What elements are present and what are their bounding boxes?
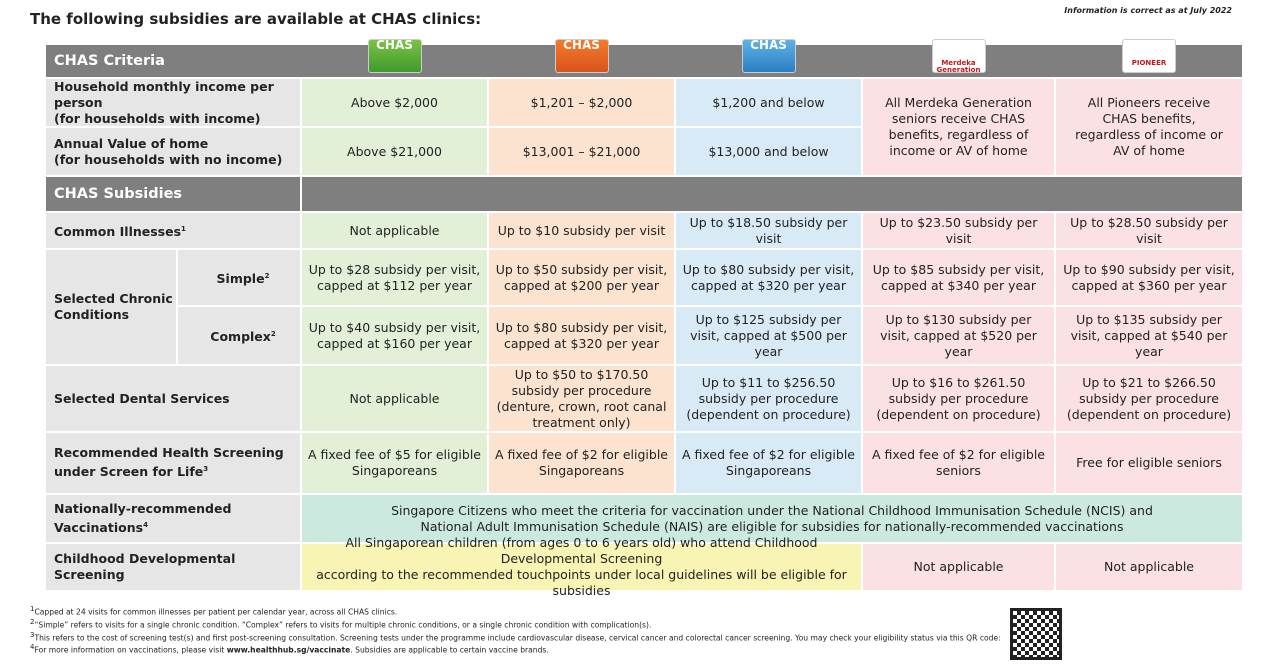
cell: A fixed fee of $2 for eligible seniors — [863, 433, 1054, 493]
footnote: 2“Simple” refers to visits for a single … — [30, 618, 651, 630]
logo: CHAS — [554, 39, 609, 73]
footnote: 3This refers to the cost of screening te… — [30, 631, 1001, 643]
note: Information is correct as at July 2022 — [1064, 6, 1232, 15]
cell: Up to $125 subsidy per visit, capped at … — [676, 307, 861, 364]
footnote-ref: 1 — [181, 224, 186, 233]
cell: Up to $21 to $266.50 subsidy per procedu… — [1056, 366, 1242, 431]
qr-code — [1010, 608, 1062, 660]
label-text: Simple2 — [216, 271, 270, 287]
row-label: Selected Dental Services — [46, 366, 300, 431]
merged-cell: Singapore Citizens who meet the criteria… — [302, 495, 1242, 542]
cell: Up to $28 subsidy per visit, capped at $… — [302, 250, 487, 305]
cell: Up to $11 to $256.50 subsidy per procedu… — [676, 366, 861, 431]
cell: Up to $18.50 subsidy per visit — [676, 213, 861, 248]
logo: CHAS — [367, 39, 422, 73]
label-text: Recommended Health Screening under Scree… — [54, 445, 284, 480]
cell: Up to $28.50 subsidy per visit — [1056, 213, 1242, 248]
label-text: Selected Dental Services — [54, 390, 230, 406]
cell: Not applicable — [302, 213, 487, 248]
cell: All Pioneers receive CHAS benefits, rega… — [1056, 79, 1242, 175]
row-label: Recommended Health Screening under Scree… — [46, 433, 300, 493]
label-text: Household monthly income per person — [54, 78, 274, 110]
cell: A fixed fee of $2 for eligible Singapore… — [489, 433, 674, 493]
footnote-ref: 2 — [264, 271, 270, 280]
cell: Not applicable — [302, 366, 487, 431]
label-sub: (for households with no income) — [54, 151, 283, 167]
cell: Up to $130 subsidy per visit, capped at … — [863, 307, 1054, 364]
text-line: according to the recommended touchpoints… — [316, 567, 847, 598]
cell: All Merdeka Generation seniors receive C… — [863, 79, 1054, 175]
row-label: Household monthly income per person (for … — [46, 79, 300, 126]
cell: Not applicable — [863, 544, 1054, 590]
cell: Above $2,000 — [302, 79, 487, 126]
cell: Up to $50 to $170.50 subsidy per procedu… — [489, 366, 674, 431]
label-text: Childhood Developmental Screening — [54, 551, 236, 582]
cell: Up to $23.50 subsidy per visit — [863, 213, 1054, 248]
merged-cell: All Singaporean children (from ages 0 to… — [302, 535, 861, 598]
cell: Up to $50 subsidy per visit, capped at $… — [489, 250, 674, 305]
footnote-ref: 4 — [143, 520, 148, 529]
section-heading: CHAS Subsidies — [46, 177, 300, 211]
label-text: Common Illnesses1 — [54, 224, 186, 240]
label-text: Selected Chronic Conditions — [54, 291, 173, 322]
footnote-num: 1 — [30, 605, 35, 613]
logo: PIONEER — [1122, 39, 1176, 73]
row-label: Common Illnesses1 — [46, 213, 300, 248]
footnote-text: “Simple” refers to visits for a single c… — [34, 620, 652, 630]
row-label: Selected Chronic Conditions — [46, 250, 176, 364]
footnote-num: 3 — [30, 630, 35, 639]
logo: CHAS — [741, 39, 796, 73]
label-text: Annual Value of home — [54, 135, 209, 151]
cell: Up to $80 subsidy per visit, capped at $… — [676, 250, 861, 305]
footnote: 1Capped at 24 visits for common illnesse… — [30, 605, 397, 617]
cell: $13,000 and below — [676, 128, 861, 175]
cell: Up to $10 subsidy per visit — [489, 213, 674, 248]
heading-bg — [302, 177, 1242, 211]
cell: Above $21,000 — [302, 128, 487, 175]
cell: Up to $85 subsidy per visit, capped at $… — [863, 250, 1054, 305]
row-label: Childhood Developmental Screening — [46, 544, 300, 590]
label-text: Complex2 — [210, 329, 276, 345]
cell: $1,201 – $2,000 — [489, 79, 674, 126]
title: The following subsidies are available at… — [30, 10, 482, 28]
footnote-ref: 2 — [270, 329, 276, 338]
logo: Merdeka Generation — [931, 39, 986, 74]
row-label: Nationally-recommended Vaccinations4 — [46, 495, 300, 542]
footnote-num: 2 — [30, 617, 35, 626]
row-label: Complex2 — [178, 307, 300, 364]
cell: Up to $40 subsidy per visit, capped at $… — [302, 307, 487, 364]
cell: Not applicable — [1056, 544, 1242, 590]
label-text: Nationally-recommended Vaccinations4 — [54, 500, 232, 536]
footnote-text: . Subsidies are applicable to certain va… — [350, 645, 549, 655]
footnote-link: www.healthhub.sg/vaccinate — [226, 645, 351, 655]
section-heading: CHAS Criteria — [46, 45, 300, 77]
text-line: All Singaporean children (from ages 0 to… — [345, 535, 818, 566]
footnote-ref: 3 — [203, 465, 209, 474]
text-line: Singapore Citizens who meet the criteria… — [391, 502, 1153, 518]
cell: $1,200 and below — [676, 79, 861, 126]
cell: $13,001 – $21,000 — [489, 128, 674, 175]
footnote: 4For more information on vaccinations, p… — [30, 643, 549, 655]
cell: Up to $90 subsidy per visit, capped at $… — [1056, 250, 1242, 305]
footnote-text: For more information on vaccinations, pl… — [34, 645, 227, 655]
row-label: Simple2 — [178, 250, 300, 305]
cell: Free for eligible seniors — [1056, 433, 1242, 493]
cell: A fixed fee of $2 for eligible Singapore… — [676, 433, 861, 493]
cell: A fixed fee of $5 for eligible Singapore… — [302, 433, 487, 493]
text-line: National Adult Immunisation Schedule (NA… — [420, 518, 1124, 534]
footnote-text: This refers to the cost of screening tes… — [34, 633, 1001, 643]
footnote-text: Capped at 24 visits for common illnesses… — [34, 607, 398, 617]
label-sub: (for households with income) — [54, 110, 261, 126]
cell: Up to $80 subsidy per visit, capped at $… — [489, 307, 674, 364]
row-label: Annual Value of home (for households with… — [46, 128, 300, 175]
footnote-num: 4 — [30, 643, 35, 652]
cell: Up to $135 subsidy per visit, capped at … — [1056, 307, 1242, 364]
cell: Up to $16 to $261.50 subsidy per procedu… — [863, 366, 1054, 431]
